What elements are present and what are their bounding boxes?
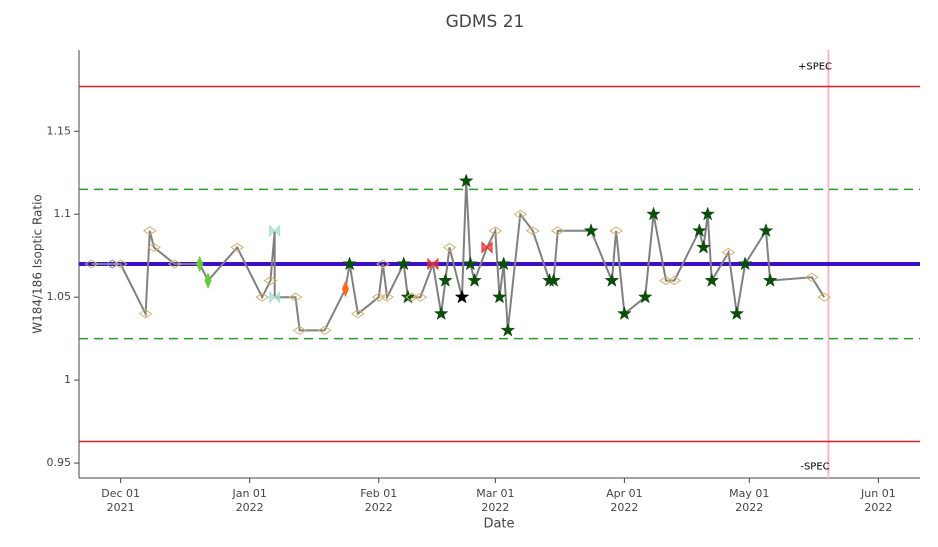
data-point [546,272,562,287]
data-point [427,257,439,271]
y-tick-label: 1.15 [47,124,72,137]
y-tick-label: 0.95 [47,456,72,469]
data-point [442,242,457,253]
data-point [105,259,120,269]
data-point [351,309,365,319]
data-point [729,306,745,321]
data-point [396,256,412,271]
x-tick-label: 2022 [735,501,763,514]
x-tick-label: May 01 [729,487,769,500]
x-tick-label: Jun 01 [860,487,896,500]
data-point [292,325,307,335]
data-point [113,259,128,269]
x-tick-label: 2022 [481,501,509,514]
data-point [288,292,303,302]
data-point [341,280,349,298]
x-tick-label: Mar 01 [476,487,514,500]
data-point [142,226,157,236]
data-point [700,206,716,221]
data-point [609,226,623,236]
data-point [492,289,507,304]
data-point [758,223,774,238]
x-tick-label: Apr 01 [606,487,643,500]
data-point [762,272,778,287]
data-point [488,226,503,236]
data-point [500,322,516,337]
data-point [667,275,682,286]
data-point [513,209,528,219]
data-line [91,181,826,332]
data-point [317,325,332,335]
data-point [269,224,281,238]
data-point [196,255,204,273]
data-point [704,272,720,287]
data-point [817,292,832,302]
data-point [167,259,182,269]
chart-title: GDMS 21 [446,12,525,32]
data-point [525,226,540,236]
data-point [637,289,653,304]
data-point [659,275,673,286]
x-tick-label: 2021 [107,501,135,514]
data-point [405,292,419,302]
data-point [737,256,753,271]
x-tick-label: Dec 01 [101,487,140,500]
x-tick-label: 2022 [365,501,393,514]
data-point [454,289,470,304]
data-point [380,292,394,302]
data-point [646,206,661,221]
data-point [462,256,478,271]
data-point [721,247,736,257]
data-point [84,259,99,269]
x-tick-label: 2022 [236,501,264,514]
data-point [458,173,474,188]
data-point [138,309,153,319]
x-axis-label: Date [483,517,514,532]
data-point [496,256,512,271]
data-point [204,272,212,289]
data-point [550,226,565,236]
data-point [804,272,819,282]
x-tick-label: Jan 01 [231,487,266,500]
data-point [616,306,632,321]
data-point [230,242,245,253]
data-point [583,223,599,238]
data-point [433,306,449,321]
data-point [696,239,711,254]
data-point [604,272,620,287]
x-tick-label: 2022 [864,501,892,514]
y-tick-label: 1.05 [47,290,72,303]
x-tick-label: Feb 01 [360,487,397,500]
data-point [342,256,358,271]
y-tick-label: 1 [64,373,71,386]
reference-label: -SPEC [800,462,829,473]
data-point [481,241,493,254]
y-tick-label: 1.1 [54,207,72,220]
y-axis-label: W184/186 Isoptic Ratio [31,194,45,334]
reference-label: +SPEC [798,61,832,72]
x-tick-label: 2022 [610,501,638,514]
data-point [269,290,281,304]
data-point [467,272,482,287]
data-point [371,292,386,302]
data-point [255,292,270,302]
data-point [147,242,161,253]
data-point [413,292,428,302]
data-point [376,259,390,269]
data-point [691,223,707,238]
data-point [263,275,278,286]
data-point [437,272,453,287]
